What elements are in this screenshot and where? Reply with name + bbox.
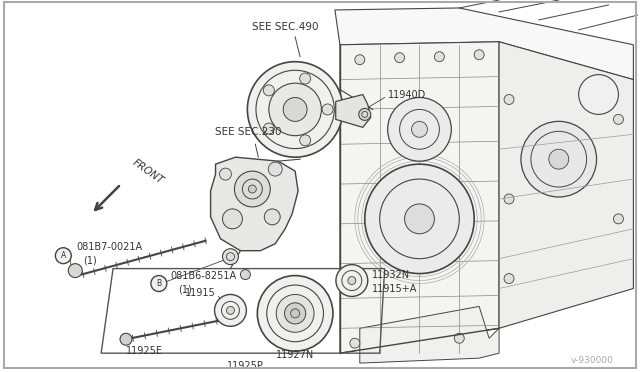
Circle shape: [285, 303, 306, 324]
Circle shape: [234, 171, 270, 207]
Circle shape: [220, 168, 232, 180]
Circle shape: [248, 62, 343, 157]
Circle shape: [300, 135, 310, 146]
Circle shape: [388, 97, 451, 161]
Circle shape: [300, 73, 310, 84]
Text: 11932N: 11932N: [372, 270, 410, 280]
Circle shape: [68, 264, 82, 278]
Circle shape: [504, 194, 514, 204]
Circle shape: [283, 97, 307, 121]
Circle shape: [56, 248, 71, 264]
Polygon shape: [360, 307, 499, 363]
Text: 11915+A: 11915+A: [372, 283, 417, 294]
Circle shape: [264, 85, 275, 96]
Circle shape: [257, 276, 333, 351]
Circle shape: [291, 309, 300, 318]
Circle shape: [365, 164, 474, 273]
Text: B: B: [156, 279, 161, 288]
Circle shape: [264, 123, 275, 134]
Text: 11925P: 11925P: [227, 361, 264, 371]
Circle shape: [355, 55, 365, 65]
Circle shape: [395, 53, 404, 62]
Text: 11940D: 11940D: [388, 90, 426, 99]
Circle shape: [579, 75, 618, 115]
Circle shape: [348, 276, 356, 285]
Circle shape: [248, 185, 257, 193]
Circle shape: [264, 209, 280, 225]
Text: FRONT: FRONT: [131, 158, 166, 186]
Circle shape: [151, 276, 167, 292]
Circle shape: [549, 149, 569, 169]
Circle shape: [227, 307, 234, 314]
Polygon shape: [340, 42, 499, 353]
Circle shape: [504, 273, 514, 283]
Circle shape: [504, 94, 514, 105]
Circle shape: [336, 264, 368, 296]
Text: 11915: 11915: [185, 288, 216, 298]
Circle shape: [322, 104, 333, 115]
Circle shape: [359, 108, 371, 121]
Circle shape: [614, 115, 623, 124]
Circle shape: [404, 204, 435, 234]
Circle shape: [276, 295, 314, 332]
Polygon shape: [336, 94, 371, 127]
Text: v-930000: v-930000: [571, 356, 614, 365]
Circle shape: [614, 214, 623, 224]
Circle shape: [350, 338, 360, 348]
Text: (1): (1): [178, 285, 191, 295]
Circle shape: [269, 83, 321, 136]
Text: 081B7-0021A: 081B7-0021A: [76, 242, 142, 252]
Circle shape: [223, 209, 243, 229]
Circle shape: [454, 333, 464, 343]
Circle shape: [521, 121, 596, 197]
Text: (1): (1): [83, 256, 97, 266]
Circle shape: [412, 121, 428, 137]
Polygon shape: [335, 8, 634, 80]
Text: 11925E: 11925E: [126, 346, 163, 356]
Text: SEE SEC.490: SEE SEC.490: [252, 22, 319, 32]
Text: SEE SEC.230: SEE SEC.230: [215, 127, 282, 137]
Text: 11927N: 11927N: [276, 350, 314, 360]
Circle shape: [214, 295, 246, 326]
Polygon shape: [499, 42, 634, 328]
Circle shape: [474, 50, 484, 60]
Circle shape: [241, 270, 250, 279]
Circle shape: [223, 249, 239, 264]
Polygon shape: [211, 157, 298, 251]
Text: 081B6-8251A: 081B6-8251A: [171, 270, 237, 280]
Circle shape: [120, 333, 132, 345]
Circle shape: [268, 162, 282, 176]
Text: A: A: [61, 251, 66, 260]
Circle shape: [435, 52, 444, 62]
